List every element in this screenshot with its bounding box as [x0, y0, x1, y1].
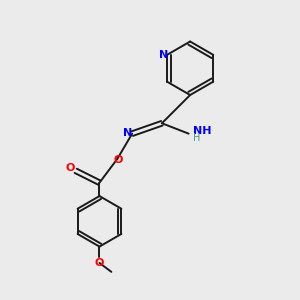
Text: H: H	[193, 133, 201, 143]
Text: N: N	[123, 128, 133, 138]
Text: O: O	[65, 164, 74, 173]
Text: O: O	[113, 154, 123, 164]
Text: N: N	[159, 50, 168, 60]
Text: NH: NH	[193, 126, 212, 136]
Text: O: O	[95, 258, 104, 268]
